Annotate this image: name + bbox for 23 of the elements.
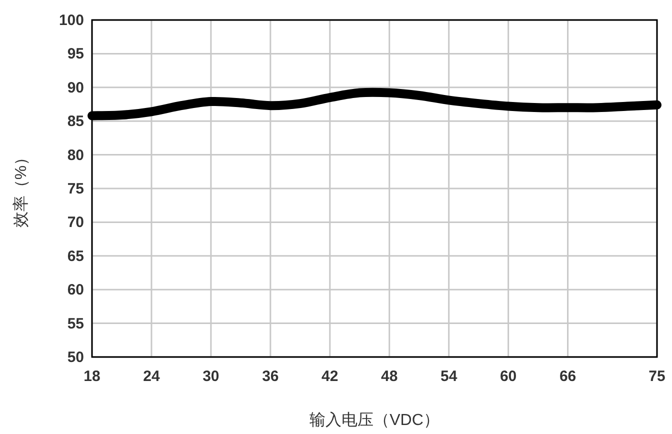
x-tick-label: 42 xyxy=(322,368,338,385)
y-tick-label: 80 xyxy=(67,146,84,164)
x-tick-label: 30 xyxy=(202,368,220,385)
y-tick-label: 55 xyxy=(67,315,84,332)
y-tick-label: 70 xyxy=(67,214,84,232)
y-tick-label: 95 xyxy=(67,46,84,63)
x-tick-label: 36 xyxy=(262,368,279,385)
y-tick-label: 90 xyxy=(67,79,84,96)
x-tick-label: 75 xyxy=(648,368,666,385)
y-axis-title: 效率（%） xyxy=(12,149,30,228)
x-axis-title: 输入电压（VDC） xyxy=(310,411,440,429)
y-tick-label: 50 xyxy=(67,349,84,366)
y-tick-label: 100 xyxy=(58,12,84,29)
x-tick-label: 18 xyxy=(84,368,100,385)
y-tick-label: 75 xyxy=(67,180,84,198)
x-tick-label: 48 xyxy=(381,368,398,385)
y-tick-label: 60 xyxy=(67,282,84,299)
x-tick-label: 54 xyxy=(440,368,458,385)
x-tick-label: 60 xyxy=(500,368,517,385)
y-tick-label: 85 xyxy=(67,113,84,130)
y-tick-label: 65 xyxy=(67,248,84,265)
x-tick-label: 66 xyxy=(559,368,576,385)
x-tick-label: 24 xyxy=(143,368,160,385)
